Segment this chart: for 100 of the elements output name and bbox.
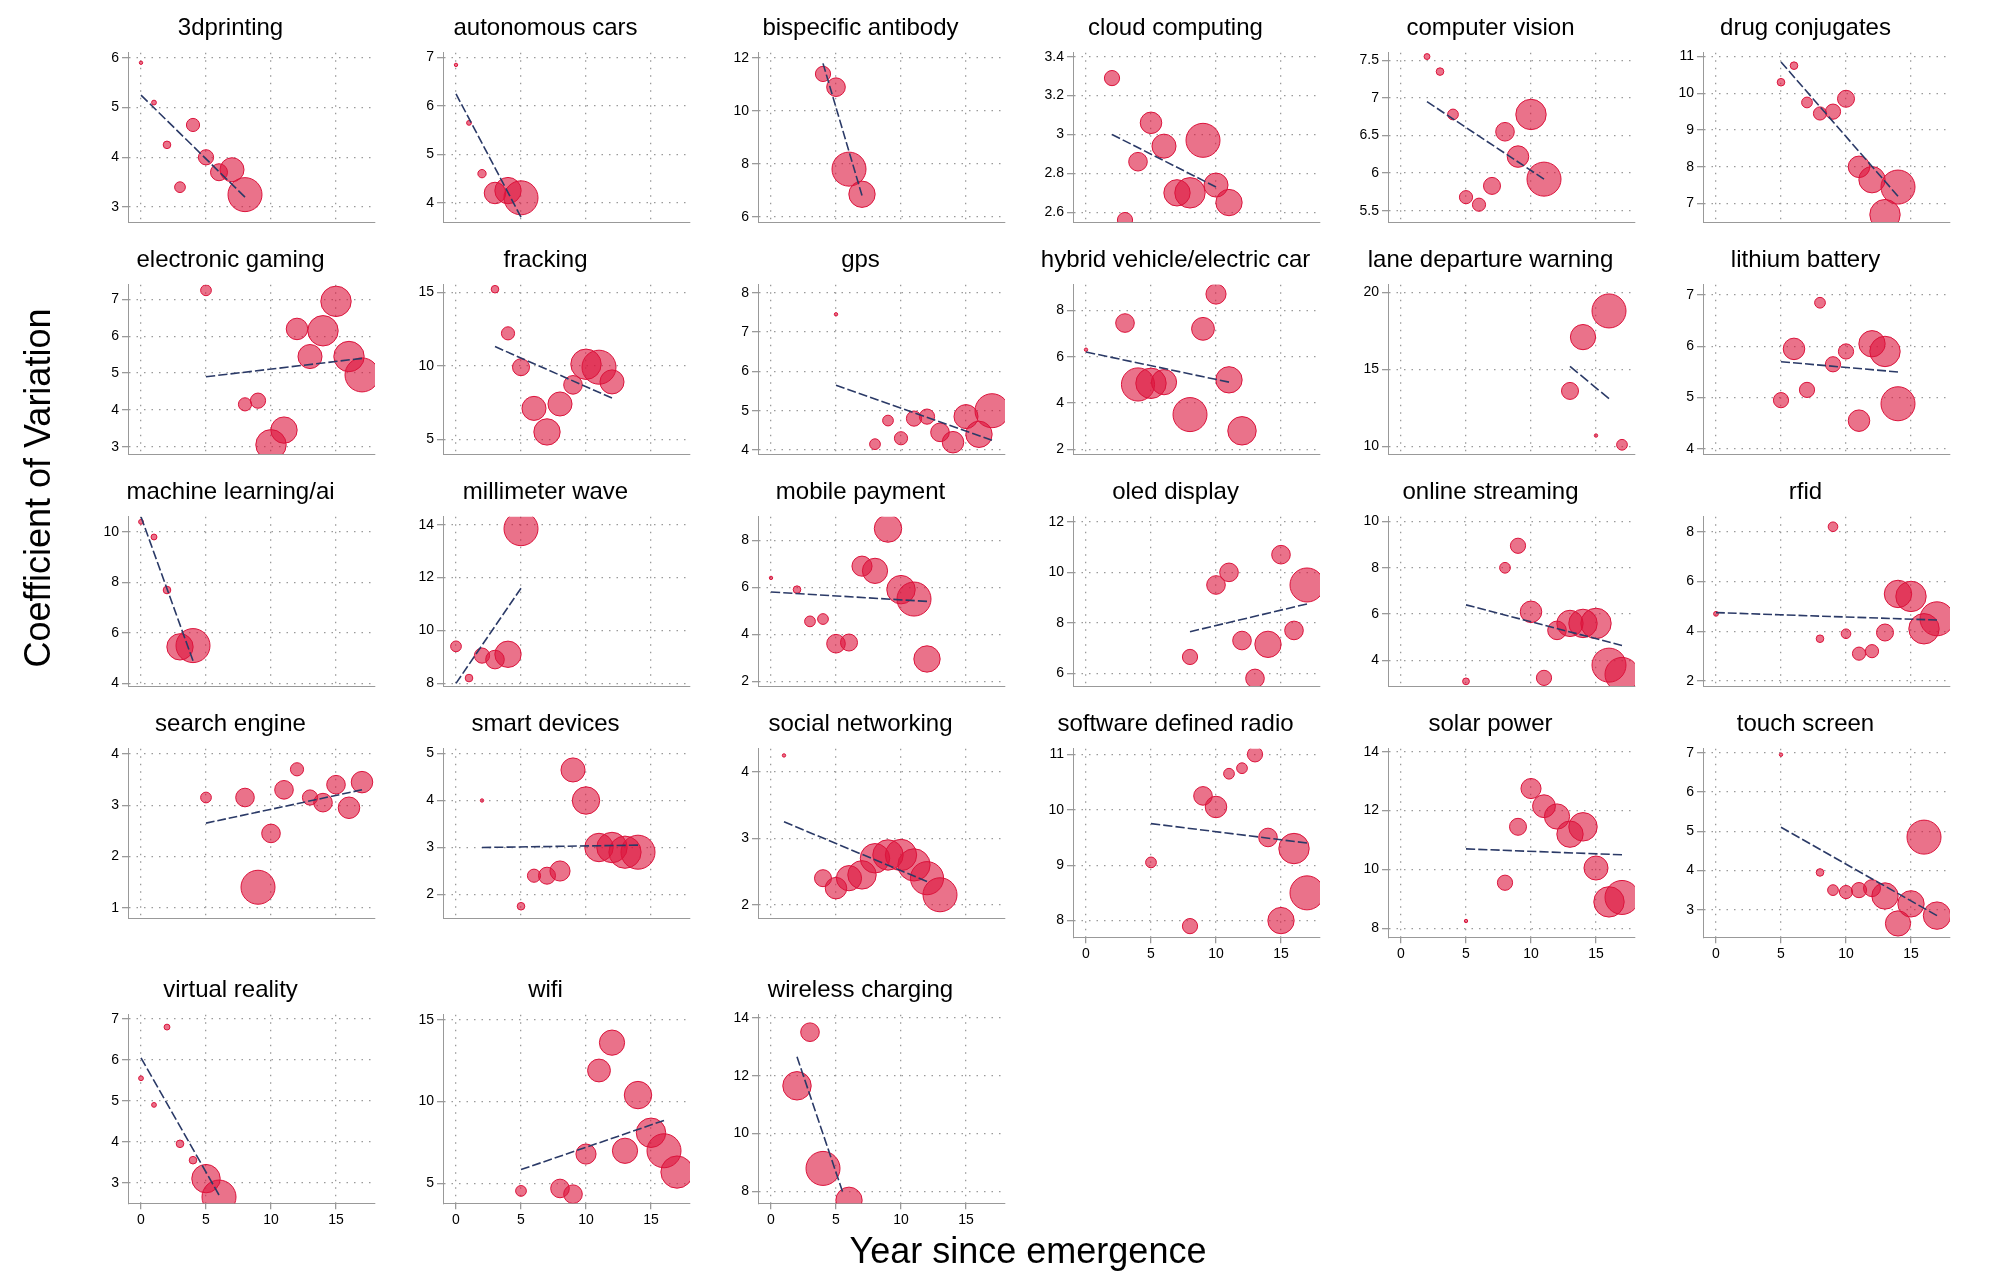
y-tick-label: 5 xyxy=(426,145,435,162)
y-tick-label: 3 xyxy=(111,796,120,813)
y-tick-label: 2.8 xyxy=(1044,164,1065,181)
y-tick-label: 5 xyxy=(426,430,435,447)
chart-title: software defined radio xyxy=(1057,709,1294,737)
y-tick-label: 8 xyxy=(426,674,435,691)
y-tick-label: 4 xyxy=(741,625,750,642)
y-tick-label: 4 xyxy=(111,744,120,761)
chart-title: touch screen xyxy=(1736,709,1875,737)
y-tick-label: 12 xyxy=(733,48,750,65)
y-tick-label: 3 xyxy=(1686,900,1695,917)
y-tick-label: 4 xyxy=(111,148,120,165)
y-tick-label: 6 xyxy=(1371,163,1380,180)
y-tick-label: 1 xyxy=(111,898,120,915)
y-tick-label: 7 xyxy=(1371,88,1380,105)
y-tick-label: 5 xyxy=(1686,822,1695,839)
x-tick-label: 10 xyxy=(1838,945,1854,962)
chart-title: oled display xyxy=(1112,477,1239,505)
x-tick-label: 10 xyxy=(1208,945,1224,962)
y-tick-label: 14 xyxy=(1363,742,1380,759)
x-tick-label: 0 xyxy=(767,1211,776,1228)
chart-title: drug conjugates xyxy=(1720,13,1891,41)
chart-title: bispecific antibody xyxy=(762,13,959,41)
x-tick-label: 5 xyxy=(1777,945,1786,962)
chart-title: cloud computing xyxy=(1088,13,1263,41)
y-tick-label: 4 xyxy=(111,1132,120,1149)
chart-title: computer vision xyxy=(1406,13,1575,41)
y-tick-label: 12 xyxy=(733,1066,750,1083)
y-tick-label: 8 xyxy=(741,531,750,548)
y-tick-label: 4 xyxy=(426,193,435,210)
y-tick-label: 5 xyxy=(111,98,120,115)
x-tick-label: 5 xyxy=(202,1211,211,1228)
y-tick-label: 5 xyxy=(111,363,120,380)
y-tick-label: 6 xyxy=(741,578,750,595)
x-tick-label: 5 xyxy=(1462,945,1471,962)
chart-title: virtual reality xyxy=(163,975,298,1003)
chart-title: smart devices xyxy=(471,709,620,737)
x-tick-label: 0 xyxy=(1082,945,1091,962)
y-tick-label: 3.4 xyxy=(1044,47,1065,64)
y-tick-label: 4 xyxy=(1686,622,1695,639)
y-tick-label: 5 xyxy=(1686,388,1695,405)
y-tick-label: 5 xyxy=(426,744,435,761)
x-tick-label: 15 xyxy=(328,1211,344,1228)
y-tick-label: 8 xyxy=(741,1182,750,1199)
y-tick-label: 6 xyxy=(741,362,750,379)
chart-title: millimeter wave xyxy=(462,477,629,505)
y-tick-label: 5 xyxy=(426,1174,435,1191)
chart-title: lane departure warning xyxy=(1367,245,1614,273)
y-tick-label: 4 xyxy=(1371,651,1380,668)
y-tick-label: 6 xyxy=(1686,782,1695,799)
y-tick-label: 8 xyxy=(741,154,750,171)
y-tick-label: 2 xyxy=(111,847,120,864)
y-tick-label: 5 xyxy=(111,1091,120,1108)
y-tick-label: 5 xyxy=(741,401,750,418)
y-tick-label: 15 xyxy=(1363,360,1380,377)
y-tick-label: 4 xyxy=(1056,393,1065,410)
y-tick-label: 11 xyxy=(1049,745,1065,762)
y-tick-label: 9 xyxy=(1686,120,1695,137)
y-tick-label: 2 xyxy=(1686,671,1695,688)
chart-title: online streaming xyxy=(1402,477,1579,505)
x-tick-label: 5 xyxy=(832,1211,841,1228)
chart-title: fracking xyxy=(503,245,588,273)
x-tick-label: 15 xyxy=(1273,945,1289,962)
y-tick-label: 6 xyxy=(111,1050,120,1067)
y-tick-label: 3 xyxy=(111,437,120,454)
y-tick-label: 10 xyxy=(418,356,435,373)
y-tick-label: 2 xyxy=(741,895,750,912)
y-tick-label: 4 xyxy=(741,762,750,779)
y-tick-label: 2.6 xyxy=(1044,203,1065,220)
y-tick-label: 6 xyxy=(111,48,120,65)
y-tick-label: 4 xyxy=(111,400,120,417)
x-tick-label: 0 xyxy=(137,1211,146,1228)
y-tick-label: 3 xyxy=(111,197,120,214)
y-tick-label: 10 xyxy=(1048,800,1065,817)
y-tick-label: 6 xyxy=(1056,347,1065,364)
y-tick-label: 7 xyxy=(111,290,120,307)
chart-title: rfid xyxy=(1788,477,1823,505)
x-tick-label: 10 xyxy=(1523,945,1539,962)
y-tick-label: 15 xyxy=(418,283,435,300)
x-tick-label: 15 xyxy=(958,1211,974,1228)
y-tick-label: 7.5 xyxy=(1359,51,1380,68)
x-tick-label: 0 xyxy=(1712,945,1721,962)
chart-title: hybrid vehicle/electric car xyxy=(1040,245,1311,273)
y-tick-label: 15 xyxy=(418,1010,435,1027)
x-tick-label: 10 xyxy=(263,1211,279,1228)
chart-title: social networking xyxy=(768,709,953,737)
text: Coefficient of Variation xyxy=(17,308,59,668)
chart-title: lithium battery xyxy=(1730,245,1881,273)
y-tick-label: 8 xyxy=(1371,558,1380,575)
y-tick-label: 8 xyxy=(741,283,750,300)
y-tick-label: 10 xyxy=(733,101,750,118)
y-tick-label: 20 xyxy=(1363,283,1380,300)
x-tick-label: 15 xyxy=(1903,945,1919,962)
y-tick-label: 7 xyxy=(111,1009,120,1026)
chart-title: autonomous cars xyxy=(453,13,638,41)
y-tick-label: 8 xyxy=(1371,919,1380,936)
x-tick-label: 0 xyxy=(1397,945,1406,962)
y-tick-label: 9 xyxy=(1056,856,1065,873)
x-tick-label: 15 xyxy=(1588,945,1604,962)
x-tick-label: 15 xyxy=(643,1211,659,1228)
